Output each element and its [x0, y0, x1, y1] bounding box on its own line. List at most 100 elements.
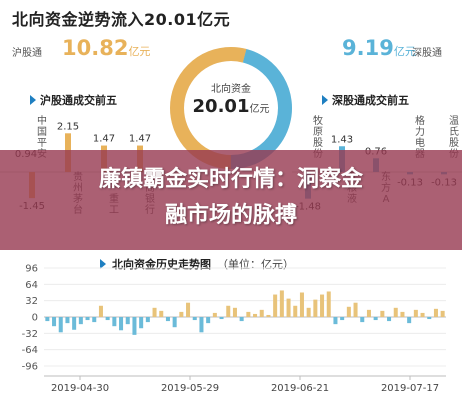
history-bar — [259, 309, 264, 317]
history-bar — [219, 317, 224, 320]
sh-top5-value-label: 2.15 — [57, 121, 79, 132]
history-bar — [145, 317, 150, 323]
sh-top5-stock-name: 国 — [37, 126, 47, 138]
history-bar — [179, 311, 184, 317]
y-tick-label: 96 — [25, 264, 38, 275]
history-bar — [293, 305, 298, 317]
sz-top5-stock-name: 原 — [313, 126, 323, 138]
triangle-icon — [30, 95, 36, 105]
donut-shenzhen-segment — [170, 47, 292, 169]
x-tick-label: 2019-04-30 — [51, 383, 109, 394]
history-bar — [313, 299, 318, 317]
history-bar — [346, 306, 351, 317]
history-bar — [393, 307, 398, 317]
donut-amount: 20.01亿元 — [163, 96, 299, 117]
history-bar — [373, 317, 378, 321]
sz-top5-stock-name: 牧 — [313, 114, 323, 127]
history-bar — [52, 317, 57, 327]
headline-banner — [0, 150, 462, 250]
sz-top5-heading: 深股通成交前五 — [322, 92, 409, 108]
history-bar — [380, 310, 385, 317]
shanghai-value: 10.82 — [62, 36, 129, 60]
history-bar — [226, 305, 231, 317]
sh-top5-stock-name: 平 — [37, 138, 47, 149]
y-tick-label: -96 — [22, 362, 38, 373]
x-tick-label: 2019-06-21 — [271, 383, 329, 394]
history-bar — [105, 317, 110, 321]
shenzhen-label: 深股通 — [412, 48, 442, 59]
history-bar — [387, 317, 392, 322]
sz-top5-stock-name: 氏 — [449, 126, 459, 138]
shanghai-unit: 亿元 — [128, 45, 151, 58]
sz-top5-stock-name: 股 — [449, 137, 459, 149]
triangle-icon — [100, 259, 106, 269]
history-bar — [98, 305, 103, 317]
sh-top5-stock-name: 中 — [37, 114, 47, 127]
history-bar — [112, 317, 117, 327]
history-bar — [407, 317, 412, 324]
shenzhen-amount: 9.19亿元 — [342, 36, 416, 60]
sz-top5-stock-name: 股 — [313, 137, 323, 149]
triangle-icon — [322, 95, 328, 105]
history-bar — [366, 309, 371, 317]
donut-label: 北向资金 — [211, 84, 251, 95]
history-bar — [320, 294, 325, 317]
history-bar — [159, 310, 164, 317]
donut-unit: 亿元 — [249, 104, 270, 115]
sh-top5-value-label: 1.47 — [93, 134, 115, 145]
y-tick-label: 0 — [32, 313, 38, 324]
y-tick-label: -32 — [22, 329, 38, 340]
sz-top5-stock-name: 格 — [415, 114, 425, 127]
y-tick-label: 32 — [25, 296, 38, 307]
headline-line-1: 廉镇霸金实时行情：洞察金 — [98, 167, 363, 192]
history-bar — [427, 317, 432, 320]
history-bar — [78, 317, 83, 325]
x-tick-label: 2019-05-29 — [161, 383, 219, 394]
donut-value: 20.01 — [192, 96, 250, 117]
history-bar — [440, 310, 445, 317]
history-bar — [206, 317, 211, 324]
x-tick-label: 2019-07-17 — [381, 383, 439, 394]
history-bar — [266, 314, 271, 317]
history-bar — [65, 317, 70, 324]
history-bar — [353, 302, 358, 317]
history-bar — [139, 317, 144, 329]
history-bar — [253, 313, 258, 317]
headline-line-2: 融市场的脉搏 — [164, 203, 297, 228]
sz-top5-value-label: 1.43 — [331, 134, 353, 145]
history-bar — [45, 317, 50, 322]
history-bar — [246, 311, 251, 317]
history-bar — [119, 317, 124, 331]
history-bar — [326, 291, 331, 317]
history-bar — [433, 308, 438, 317]
y-tick-label: -64 — [22, 345, 38, 356]
history-bar — [413, 309, 418, 317]
sz-top5-stock-name: 温 — [449, 115, 459, 127]
history-bar — [172, 317, 177, 328]
sz-top5-heading-text: 深股通成交前五 — [332, 94, 409, 107]
headline-text: 廉镇霸金实时行情：洞察金 融市场的脉搏 — [0, 162, 462, 234]
history-bar — [299, 292, 304, 317]
history-chart: -96 -64 -32 0 32 64 96 2019-04-30 2019-05-29 2019… — [22, 264, 446, 394]
y-tick-label: 64 — [25, 280, 38, 291]
history-bar — [85, 317, 90, 321]
history-bar — [340, 317, 345, 321]
history-bar — [92, 317, 97, 323]
history-bar — [273, 294, 278, 317]
history-bar — [125, 317, 130, 325]
shenzhen-unit: 亿元 — [393, 45, 416, 58]
history-bar — [232, 307, 237, 317]
sz-top5-stock-name: 力 — [415, 125, 425, 138]
history-bar — [360, 317, 365, 323]
sh-top5-heading: 沪股通成交前五 — [30, 92, 117, 108]
history-bar — [165, 317, 170, 322]
history-bar — [58, 317, 63, 333]
sh-top5-heading-text: 沪股通成交前五 — [40, 94, 117, 107]
shanghai-amount: 10.82亿元 — [62, 36, 150, 60]
history-bar — [279, 290, 284, 317]
sz-top5-stock-name: 电 — [415, 136, 425, 149]
history-bar — [72, 317, 77, 330]
history-bar — [400, 311, 405, 317]
shenzhen-value: 9.19 — [342, 36, 394, 60]
history-bar — [239, 317, 244, 322]
